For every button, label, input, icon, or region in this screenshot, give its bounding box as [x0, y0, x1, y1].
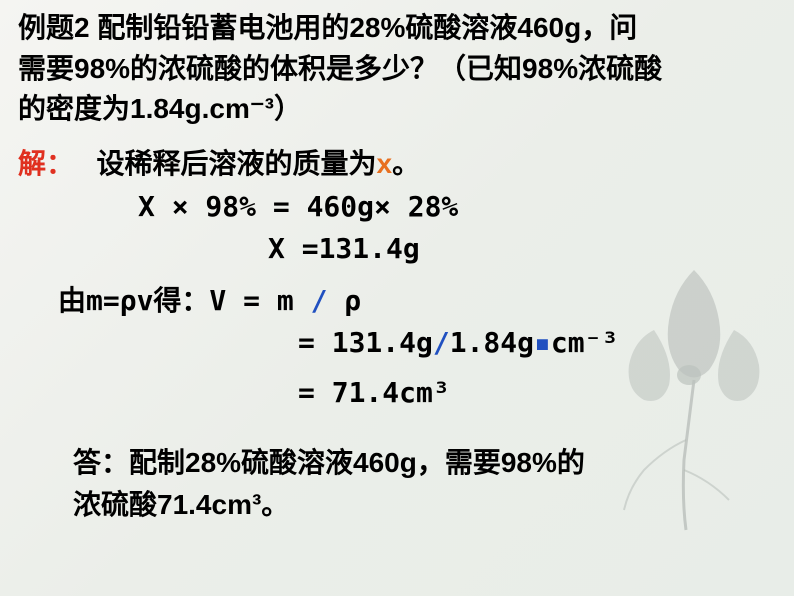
- equation-1: X × 98% = 460g× 28%: [138, 186, 776, 228]
- setup-before: 设稀释后溶液的质量为: [96, 148, 376, 179]
- problem-line3: 的密度为1.84g.cm⁻³）: [18, 93, 302, 124]
- eq3-prefix: 由m=ρv得：V = m: [58, 284, 311, 317]
- problem-line1: 例题2 配制铅铅蓄电池用的28%硫酸溶液460g，问: [18, 12, 637, 43]
- eq4-slash: /: [433, 326, 450, 359]
- problem-statement: 例题2 配制铅铅蓄电池用的28%硫酸溶液460g，问 需要98%的浓硫酸的体积是…: [18, 8, 776, 130]
- solution-setup-text: 设稀释后溶液的质量为x。: [96, 148, 420, 179]
- variable-x: x: [376, 148, 392, 179]
- equation-4: = 131.4g/1.84g▪cm⁻³: [298, 322, 776, 364]
- answer-line2: 浓硫酸71.4cm³。: [73, 489, 289, 520]
- eq4-suffix: cm⁻³: [551, 326, 618, 359]
- problem-line2: 需要98%的浓硫酸的体积是多少？（已知98%浓硫酸: [18, 53, 662, 84]
- eq4-prefix: = 131.4g: [298, 326, 433, 359]
- eq4-dot: ▪: [534, 326, 551, 359]
- answer-statement: 答：配制28%硫酸溶液460g，需要98%的 浓硫酸71.4cm³。: [73, 442, 776, 526]
- equation-2: X =131.4g: [268, 228, 776, 270]
- slide-content: 例题2 配制铅铅蓄电池用的28%硫酸溶液460g，问 需要98%的浓硫酸的体积是…: [0, 0, 794, 534]
- eq3-suffix: ρ: [344, 284, 361, 317]
- setup-after: 。: [392, 148, 420, 179]
- solution-setup: 解： 设稀释后溶液的质量为x。: [18, 142, 776, 182]
- eq3-slash: /: [311, 284, 328, 317]
- eq4-mid: 1.84g: [450, 326, 534, 359]
- answer-line1: 答：配制28%硫酸溶液460g，需要98%的: [73, 447, 585, 478]
- solution-label: 解：: [18, 148, 74, 179]
- equation-3: 由m=ρv得：V = m / ρ: [58, 280, 776, 322]
- equation-5: = 71.4cm³: [298, 372, 776, 414]
